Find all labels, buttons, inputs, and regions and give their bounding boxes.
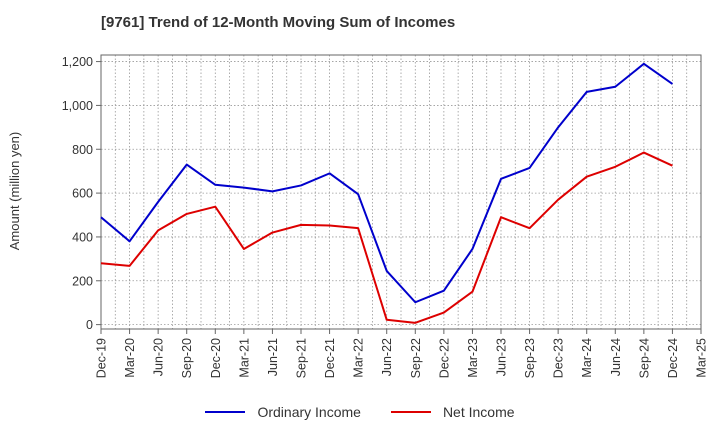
x-tick-label: Sep-22: [409, 338, 423, 378]
x-tick-label: Sep-21: [295, 338, 309, 378]
y-axis-ticks: 0 200 400 600 800 1,000 1,200: [62, 55, 101, 332]
x-tick-label: Mar-22: [352, 338, 366, 378]
x-tick-label: Mar-21: [237, 338, 251, 378]
x-tick-label: Jun-22: [380, 338, 394, 376]
legend-swatch: [205, 411, 246, 413]
x-tick-label: Mar-20: [123, 338, 137, 378]
y-tick-label: 800: [72, 143, 93, 157]
series-lines: [100, 62, 674, 324]
x-tick-label: Dec-22: [437, 338, 451, 378]
x-tick-label: Mar-23: [466, 338, 480, 378]
x-tick-label: Mar-24: [580, 338, 594, 378]
x-tick-label: Mar-25: [695, 338, 709, 378]
y-tick-label: 1,200: [62, 55, 93, 69]
x-tick-label: Jun-23: [495, 338, 509, 376]
y-tick-label: 600: [72, 187, 93, 201]
x-tick-label: Jun-20: [152, 338, 166, 376]
series-line-ordinary-income: [100, 62, 674, 304]
y-tick-label: 400: [72, 230, 93, 244]
legend-swatch: [390, 411, 431, 413]
x-tick-label: Sep-24: [637, 338, 651, 378]
legend-item-net-income: Net Income: [390, 404, 515, 420]
grid-lines: [101, 55, 701, 329]
x-tick-label: Dec-23: [552, 338, 566, 378]
x-tick-label: Sep-23: [523, 338, 537, 378]
x-tick-label: Dec-21: [323, 338, 337, 378]
legend-label: Ordinary Income: [257, 404, 361, 420]
series-line-net-income: [100, 151, 673, 324]
x-tick-label: Jun-21: [266, 338, 280, 376]
x-tick-label: Dec-19: [95, 338, 109, 378]
y-tick-label: 0: [86, 318, 93, 332]
x-axis-ticks: Dec-19 Mar-20 Jun-20 Sep-20 Dec-20 Mar-21 Jun-…: [95, 329, 709, 378]
legend: Ordinary Income Net Income: [0, 404, 720, 420]
x-tick-label: Dec-20: [209, 338, 223, 378]
x-tick-label: Sep-20: [180, 338, 194, 378]
y-axis-title: Amount (million yen): [7, 132, 22, 251]
y-tick-label: 1,000: [62, 99, 93, 113]
plot-area-frame: [100, 54, 702, 330]
legend-label: Net Income: [442, 404, 515, 420]
y-tick-label: 200: [72, 274, 93, 288]
x-tick-label: Jun-24: [609, 338, 623, 376]
chart-title: [9761] Trend of 12-Month Moving Sum of I…: [101, 14, 456, 31]
x-tick-label: Dec-24: [666, 338, 680, 378]
legend-item-ordinary-income: Ordinary Income: [205, 404, 361, 420]
